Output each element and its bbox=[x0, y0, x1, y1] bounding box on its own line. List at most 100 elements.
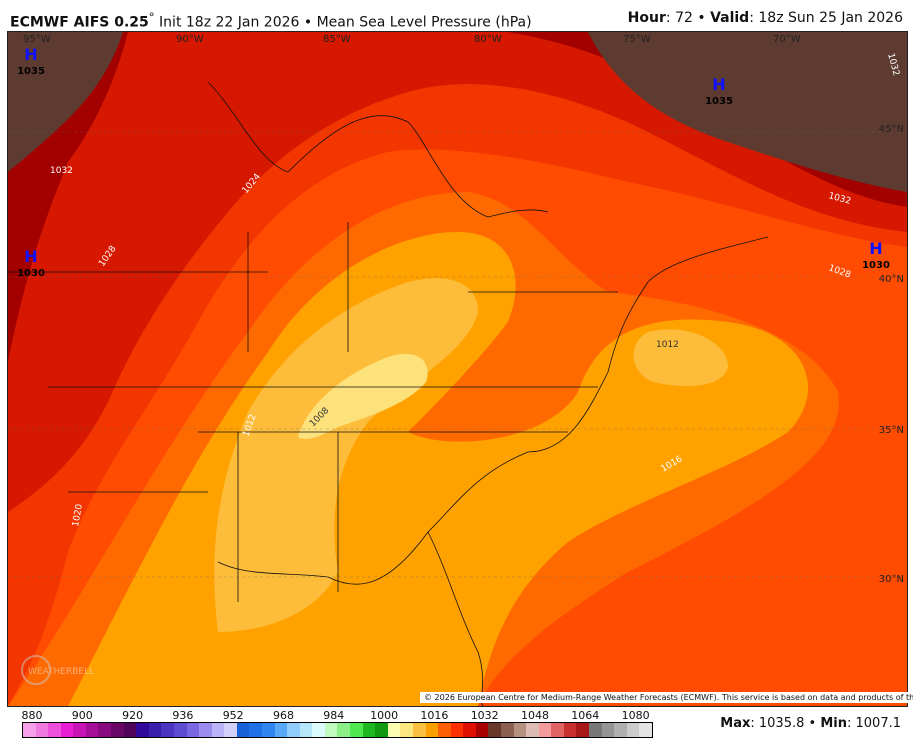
lat-label: 30°N bbox=[879, 574, 904, 585]
colorbar-swatch bbox=[488, 723, 501, 737]
svg-text:1030: 1030 bbox=[862, 260, 890, 271]
colorbar-swatch bbox=[161, 723, 174, 737]
colorbar-swatch bbox=[500, 723, 514, 737]
colorbar-swatch bbox=[324, 723, 338, 737]
pressure-map: 95°W 90°W 85°W 80°W 75°W 70°W 45°N 40°N … bbox=[7, 31, 908, 707]
lon-label: 90°W bbox=[176, 34, 204, 45]
colorbar-tick-label: 968 bbox=[273, 709, 294, 722]
colorbar-tick-label: 900 bbox=[71, 709, 93, 722]
colorbar-swatch bbox=[85, 723, 99, 737]
colorbar-swatch bbox=[186, 723, 200, 737]
svg-text:1035: 1035 bbox=[17, 66, 45, 77]
colorbar-tick-label: 1048 bbox=[521, 709, 549, 722]
colorbar-tick-label: 1064 bbox=[571, 709, 600, 722]
colorbar-swatch bbox=[249, 723, 262, 737]
high-marker: H bbox=[24, 247, 37, 266]
colorbar-swatch bbox=[111, 723, 124, 737]
svg-text:1035: 1035 bbox=[705, 96, 733, 107]
lat-label: 40°N bbox=[879, 274, 904, 285]
band-lt1008 bbox=[298, 353, 428, 439]
band-ge1036-ne bbox=[588, 32, 907, 192]
colorbar-swatch bbox=[35, 723, 49, 737]
colorbar-swatch bbox=[60, 723, 74, 737]
colorbar-swatch bbox=[526, 723, 539, 737]
colorbar-swatch bbox=[425, 723, 439, 737]
colorbar-swatch bbox=[123, 723, 137, 737]
colorbar-tick-label: 880 bbox=[21, 709, 43, 722]
lon-labels: 95°W 90°W 85°W 80°W 75°W 70°W bbox=[23, 34, 801, 45]
colorbar-swatch bbox=[375, 723, 388, 737]
colorbar-swatch bbox=[412, 723, 426, 737]
high-marker: H bbox=[712, 75, 725, 94]
svg-text:1012: 1012 bbox=[656, 340, 679, 350]
colorbar-swatch bbox=[601, 723, 615, 737]
colorbar-swatch bbox=[23, 723, 36, 737]
colorbar-swatch bbox=[551, 723, 564, 737]
colorbar-swatch bbox=[438, 723, 451, 737]
band-1028 bbox=[8, 32, 907, 512]
colorbar-swatch bbox=[400, 723, 413, 737]
lon-label: 80°W bbox=[474, 34, 502, 45]
colorbar-swatch bbox=[48, 723, 61, 737]
colorbar-swatch bbox=[387, 723, 401, 737]
colorbar-swatch bbox=[450, 723, 464, 737]
colorbar-tick-label: 920 bbox=[122, 709, 144, 722]
max-min-readout: Max: 1035.8 • Min: 1007.1 bbox=[720, 716, 901, 731]
colorbar-swatch bbox=[350, 723, 363, 737]
svg-text:1030: 1030 bbox=[17, 268, 45, 279]
colorbar-swatch bbox=[274, 723, 288, 737]
lon-label: 70°W bbox=[773, 34, 801, 45]
high-marker: H bbox=[869, 239, 882, 258]
colorbar-swatch bbox=[337, 723, 351, 737]
colorbar-swatch bbox=[312, 723, 325, 737]
colorbar-swatch bbox=[513, 723, 527, 737]
colorbar-swatch bbox=[563, 723, 577, 737]
colorbar-tick-label: 1000 bbox=[370, 709, 399, 722]
lat-label: 45°N bbox=[879, 124, 904, 135]
weatherbell-logo: WEATHERBELL bbox=[21, 655, 94, 685]
colorbar-swatch bbox=[148, 723, 162, 737]
colorbar-swatch bbox=[173, 723, 187, 737]
lon-label: 95°W bbox=[23, 34, 51, 45]
colorbar-swatch bbox=[98, 723, 112, 737]
band-ge1036 bbox=[8, 32, 123, 172]
lat-labels: 45°N 40°N 35°N 30°N bbox=[879, 124, 904, 585]
lon-label: 85°W bbox=[323, 34, 351, 45]
lat-label: 35°N bbox=[879, 425, 904, 436]
colorbar-tick-label: 936 bbox=[172, 709, 194, 722]
colorbar-swatch bbox=[463, 723, 476, 737]
colorbar-swatch bbox=[299, 723, 313, 737]
valid-time: Hour: 72 • Valid: 18z Sun 25 Jan 2026 bbox=[627, 10, 903, 26]
colorbar-swatch bbox=[626, 723, 640, 737]
high-marker: H bbox=[24, 45, 37, 64]
colorbar-swatch bbox=[287, 723, 300, 737]
map-title: ECMWF AIFS 0.25° Init 18z 22 Jan 2026 • … bbox=[10, 10, 532, 31]
colorbar-swatch bbox=[236, 723, 250, 737]
colorbar-swatch bbox=[73, 723, 86, 737]
colorbar-tick-label: 1016 bbox=[420, 709, 449, 722]
band-1008-east bbox=[633, 329, 728, 387]
high-pressure-markers: H 1035 H 1030 H 1035 H 1030 bbox=[17, 45, 890, 279]
lon-label: 75°W bbox=[623, 34, 651, 45]
svg-text:1032: 1032 bbox=[50, 166, 73, 176]
copyright-notice: © 2026 European Centre for Medium-Range … bbox=[420, 692, 913, 703]
colorbar-swatch bbox=[136, 723, 149, 737]
colorbar-swatch bbox=[261, 723, 275, 737]
colorbar-swatch bbox=[614, 723, 627, 737]
colorbar-tick-label: 1080 bbox=[621, 709, 650, 722]
colorbar-swatch bbox=[224, 723, 237, 737]
colorbar-swatch bbox=[538, 723, 552, 737]
colorbar-swatch bbox=[362, 723, 376, 737]
colorbar-tick-label: 952 bbox=[222, 709, 244, 722]
colorbar bbox=[22, 722, 653, 738]
svg-text:1020: 1020 bbox=[71, 503, 85, 528]
colorbar-swatch bbox=[475, 723, 489, 737]
svg-text:WEATHERBELL: WEATHERBELL bbox=[28, 667, 94, 677]
colorbar-swatch bbox=[199, 723, 212, 737]
colorbar-swatch bbox=[576, 723, 590, 737]
colorbar-tick-label: 1032 bbox=[470, 709, 499, 722]
colorbar-swatch bbox=[211, 723, 225, 737]
colorbar-swatch bbox=[639, 723, 652, 737]
colorbar-tick-label: 984 bbox=[323, 709, 345, 722]
colorbar-swatch bbox=[589, 723, 602, 737]
